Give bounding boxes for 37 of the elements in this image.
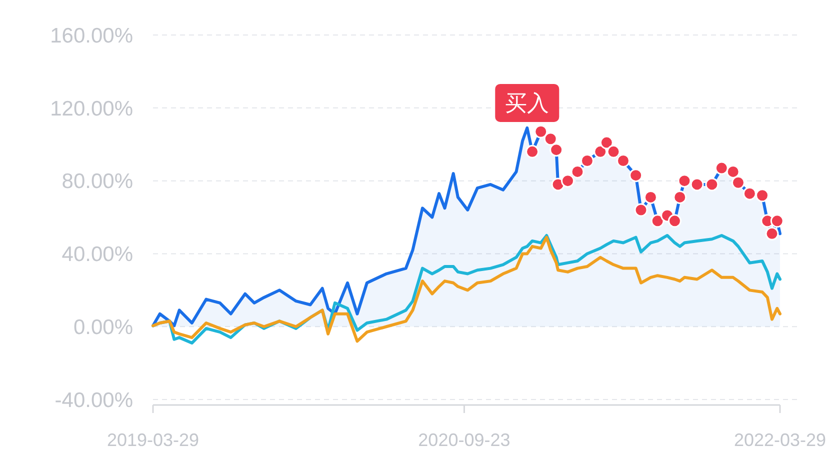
point xyxy=(616,154,630,168)
point xyxy=(544,132,558,146)
annotation: 买入 xyxy=(505,90,550,116)
point xyxy=(668,214,682,228)
point xyxy=(726,164,740,178)
point xyxy=(534,124,548,138)
point xyxy=(526,144,540,158)
point xyxy=(561,174,575,188)
point xyxy=(650,214,664,228)
point xyxy=(606,144,620,158)
y-tick-label: 0.00% xyxy=(73,316,133,339)
point xyxy=(594,144,608,158)
point xyxy=(629,168,643,182)
point xyxy=(644,190,658,204)
point xyxy=(550,143,564,157)
point xyxy=(634,203,648,217)
y-tick-label: 80.00% xyxy=(62,170,133,194)
point xyxy=(690,178,704,192)
point xyxy=(580,154,594,168)
y-tick-label: 40.00% xyxy=(62,243,133,266)
point xyxy=(678,174,692,188)
point xyxy=(705,178,719,192)
x-tick-label: 2020-09-23 xyxy=(418,430,510,450)
x-tick-label: 2022-03-29 xyxy=(734,430,826,450)
point xyxy=(714,161,728,175)
point xyxy=(600,136,614,150)
y-tick-label: -40.00% xyxy=(54,388,133,412)
point xyxy=(731,176,745,190)
point xyxy=(570,164,584,178)
point xyxy=(673,190,687,204)
y-tick-label: 120.00% xyxy=(50,97,133,120)
point xyxy=(742,186,756,200)
point xyxy=(765,226,779,240)
x-tick-label: 2019-03-29 xyxy=(106,430,200,450)
y-tick-label: 160.00% xyxy=(50,24,133,48)
point xyxy=(770,214,784,228)
point xyxy=(756,188,770,202)
